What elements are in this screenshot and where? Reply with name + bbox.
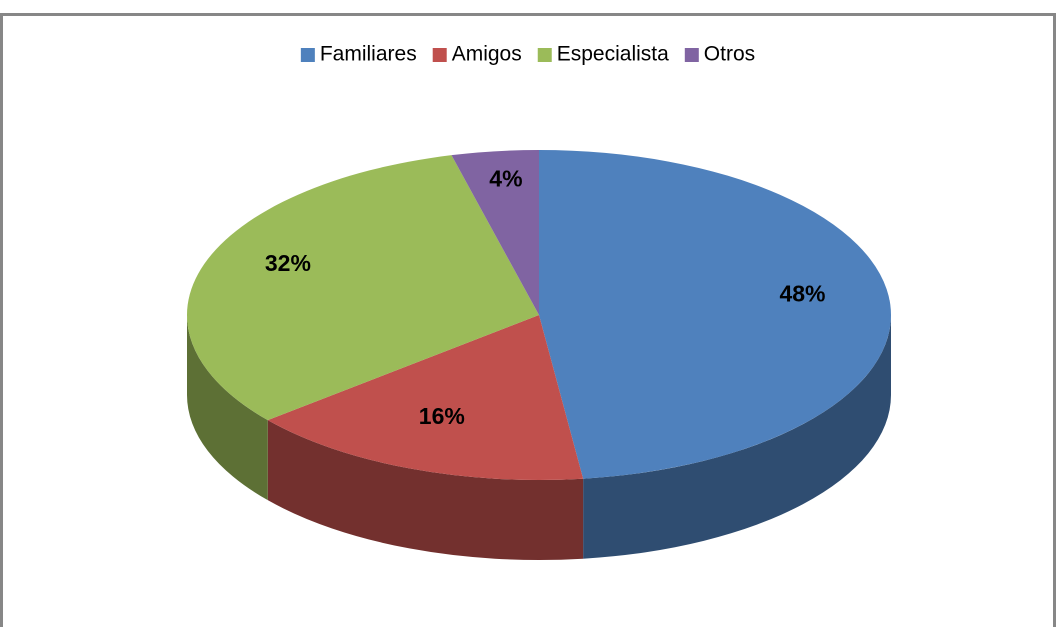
pie-tops [186,150,891,480]
slice-side [583,315,891,559]
data-label: 16% [419,403,465,429]
legend-swatch [300,48,315,62]
legend-swatch [684,48,699,62]
legend-label: Otros [704,43,755,66]
slice-side [267,420,584,560]
legend-swatch [432,48,447,62]
pie-sides [187,315,891,560]
legend-label: Especialista [557,43,669,66]
data-label: 4% [489,165,522,191]
data-label: 32% [265,250,311,276]
slice [186,155,539,421]
data-label: 48% [779,280,825,306]
legend-label: Familiares [320,43,417,66]
legend-swatch [537,48,552,62]
data-labels: 48% 16% 32% 4% [265,165,826,429]
slice-side [187,315,268,501]
legend-label: Amigos [452,43,522,66]
slice [539,150,891,479]
slice [267,315,584,480]
slice [451,150,539,315]
legend: Familiares Amigos Especialista Otros [300,43,755,66]
